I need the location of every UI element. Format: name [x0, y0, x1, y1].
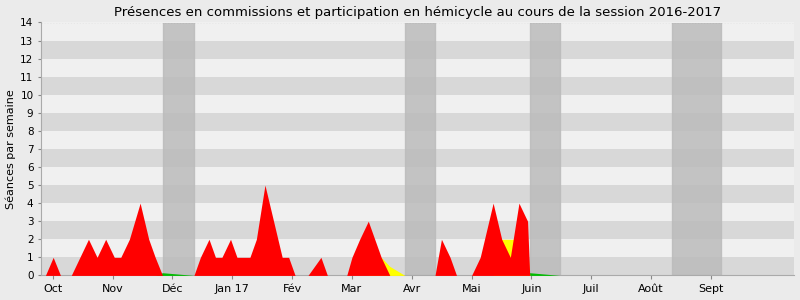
Bar: [41, 77, 794, 95]
Bar: [41, 58, 794, 77]
Bar: [41, 221, 794, 239]
Bar: [41, 95, 794, 113]
Bar: [405, 22, 435, 275]
Bar: [41, 149, 794, 167]
Title: Présences en commissions et participation en hémicycle au cours de la session 20: Présences en commissions et participatio…: [114, 6, 722, 19]
Y-axis label: Séances par semaine: Séances par semaine: [6, 89, 16, 209]
Bar: [41, 239, 794, 257]
Bar: [162, 22, 194, 275]
Bar: [41, 22, 794, 40]
Bar: [41, 113, 794, 131]
Bar: [41, 203, 794, 221]
Bar: [41, 131, 794, 149]
Bar: [41, 167, 794, 185]
Bar: [41, 257, 794, 275]
Bar: [41, 185, 794, 203]
Bar: [41, 40, 794, 58]
Bar: [530, 22, 560, 275]
Bar: [672, 22, 722, 275]
